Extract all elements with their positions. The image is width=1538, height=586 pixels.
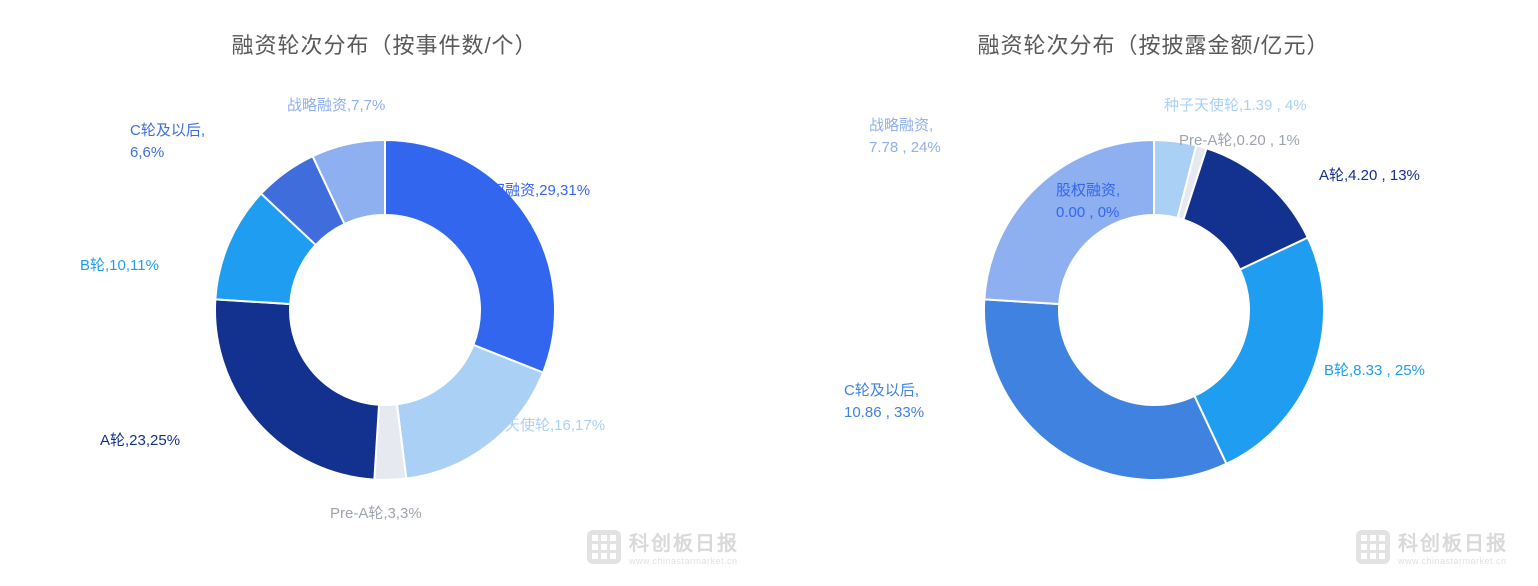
chart-right-label-5: 战略融资,7.78 , 24%	[869, 115, 941, 159]
chart-right-label-5-line-1: 7.78 , 24%	[869, 137, 941, 159]
watermark-subtitle: www.chinastarmarket.cn	[629, 556, 739, 566]
chart-left-slice-1	[396, 345, 542, 479]
chart-left-label-6: 战略融资,7,7%	[287, 95, 385, 117]
chart-right-slice-4	[984, 299, 1226, 480]
chart-left-label-3-line-0: A轮,23,25%	[100, 430, 180, 452]
watermark-left: 科创板日报 www.chinastarmarket.cn	[587, 527, 739, 566]
chart-right-label-4: C轮及以后,10.86 , 33%	[844, 380, 924, 424]
chart-left-cell: 融资轮次分布（按事件数/个） 股权融资,29,31% 种子天使轮,16,17% Pr…	[0, 0, 769, 586]
watermark-title: 科创板日报	[1398, 527, 1508, 556]
chart-left-slice-0	[385, 140, 555, 373]
chart-left-label-0: 股权融资,29,31%	[475, 180, 590, 202]
chart-right-label-3-line-0: B轮,8.33 , 25%	[1324, 360, 1425, 382]
chart-right-cell: 融资轮次分布（按披露金额/亿元） 种子天使轮,1.39 , 4% Pre-A轮,0…	[769, 0, 1538, 586]
chart-left-label-0-line-0: 股权融资,29,31%	[475, 180, 590, 202]
chart-right-label-6-line-1: 0.00 , 0%	[1056, 202, 1120, 224]
watermark-right: 科创板日报 www.chinastarmarket.cn	[1356, 527, 1508, 566]
chart-left-label-6-line-0: 战略融资,7,7%	[287, 95, 385, 117]
chart-left-donut	[185, 110, 585, 510]
chart-left-label-5: C轮及以后,6,6%	[130, 120, 205, 164]
chart-right-label-0-line-0: 种子天使轮,1.39 , 4%	[1164, 95, 1307, 117]
watermark-subtitle: www.chinastarmarket.cn	[1398, 556, 1508, 566]
chart-left-label-5-line-0: C轮及以后,	[130, 120, 205, 142]
chart-right-label-2-line-0: A轮,4.20 , 13%	[1319, 165, 1420, 187]
watermark-title: 科创板日报	[629, 527, 739, 556]
chart-left-label-1-line-0: 种子天使轮,16,17%	[475, 415, 605, 437]
grid-icon	[1356, 530, 1390, 564]
chart-left-slice-3	[214, 299, 378, 479]
grid-icon	[587, 530, 621, 564]
chart-right-label-6-line-0: 股权融资,	[1056, 180, 1120, 202]
chart-right-label-4-line-1: 10.86 , 33%	[844, 402, 924, 424]
chart-right-donut	[954, 110, 1354, 510]
chart-right-label-1-line-0: Pre-A轮,0.20 , 1%	[1179, 130, 1300, 152]
chart-right-label-2: A轮,4.20 , 13%	[1319, 165, 1420, 187]
chart-right-label-5-line-0: 战略融资,	[869, 115, 941, 137]
chart-right-slice-3	[1194, 238, 1324, 464]
chart-left-label-4-line-0: B轮,10,11%	[80, 255, 159, 277]
chart-left-label-2: Pre-A轮,3,3%	[330, 503, 422, 525]
chart-right-label-4-line-0: C轮及以后,	[844, 380, 924, 402]
chart-left-label-2-line-0: Pre-A轮,3,3%	[330, 503, 422, 525]
chart-left-label-1: 种子天使轮,16,17%	[475, 415, 605, 437]
chart-right-label-6: 股权融资,0.00 , 0%	[1056, 180, 1120, 224]
chart-left-title: 融资轮次分布（按事件数/个）	[0, 28, 769, 60]
chart-left-label-3: A轮,23,25%	[100, 430, 180, 452]
chart-right-label-3: B轮,8.33 , 25%	[1324, 360, 1425, 382]
chart-left-label-5-line-1: 6,6%	[130, 142, 205, 164]
chart-right-title: 融资轮次分布（按披露金额/亿元）	[769, 28, 1538, 60]
chart-right-label-0: 种子天使轮,1.39 , 4%	[1164, 95, 1307, 117]
chart-right-label-1: Pre-A轮,0.20 , 1%	[1179, 130, 1300, 152]
charts-container: 融资轮次分布（按事件数/个） 股权融资,29,31% 种子天使轮,16,17% Pr…	[0, 0, 1538, 586]
chart-right-slices	[984, 140, 1324, 480]
chart-left-label-4: B轮,10,11%	[80, 255, 159, 277]
